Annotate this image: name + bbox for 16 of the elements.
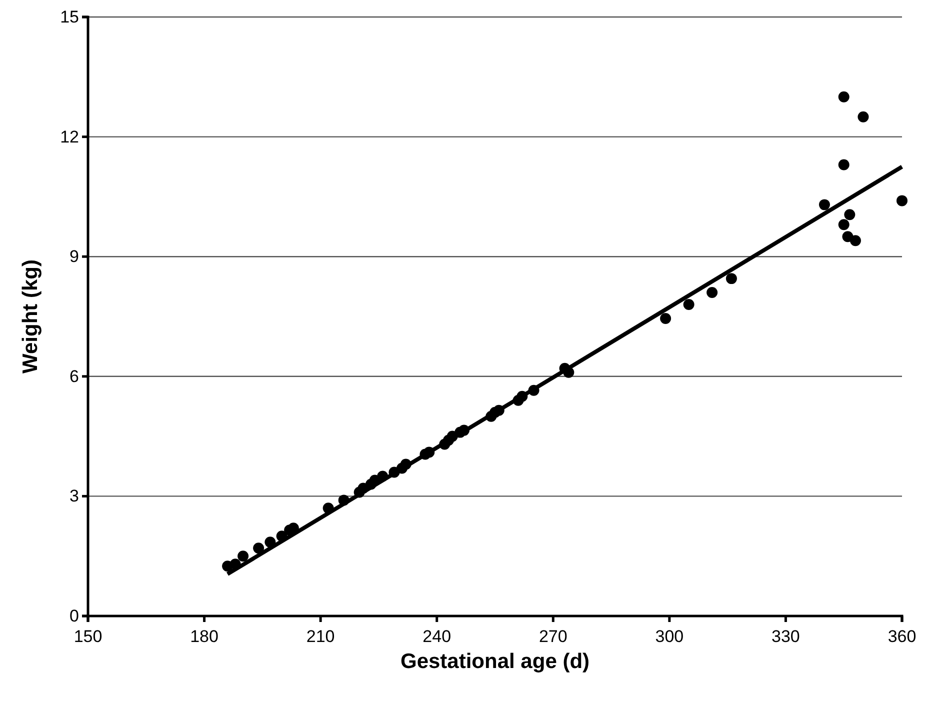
x-tick-label: 300 [655, 627, 684, 646]
y-tick-label: 0 [70, 606, 79, 626]
y-tick-label: 9 [70, 247, 79, 266]
y-tick-label: 3 [70, 486, 79, 506]
x-tick-label: 180 [190, 627, 218, 646]
y-tick-label: 12 [60, 127, 79, 146]
y-axis-title: Weight (kg) [19, 260, 42, 374]
x-tick-label: 240 [422, 627, 452, 646]
x-tick-label: 360 [888, 627, 916, 646]
y-tick-label: 15 [60, 7, 79, 26]
x-tick-label: 330 [772, 627, 800, 646]
x-axis-title: Gestational age (d) [400, 650, 590, 673]
x-tick-label: 210 [306, 627, 335, 646]
y-tick-label: 6 [70, 366, 79, 386]
x-tick-label: 150 [74, 627, 102, 646]
x-tick-label: 270 [538, 627, 568, 646]
